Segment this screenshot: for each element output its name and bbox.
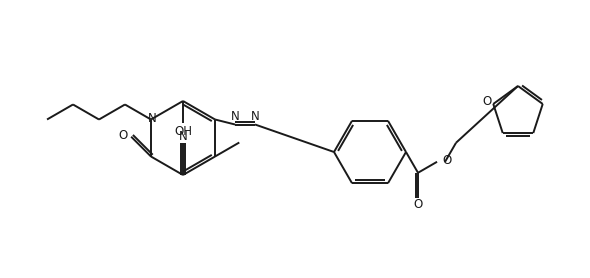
Text: O: O bbox=[414, 198, 422, 211]
Text: N: N bbox=[148, 112, 156, 125]
Text: N: N bbox=[231, 110, 240, 123]
Text: N: N bbox=[179, 130, 188, 143]
Text: OH: OH bbox=[174, 125, 192, 138]
Text: O: O bbox=[442, 154, 451, 167]
Text: N: N bbox=[251, 110, 260, 123]
Text: O: O bbox=[482, 95, 491, 108]
Text: O: O bbox=[119, 129, 128, 142]
